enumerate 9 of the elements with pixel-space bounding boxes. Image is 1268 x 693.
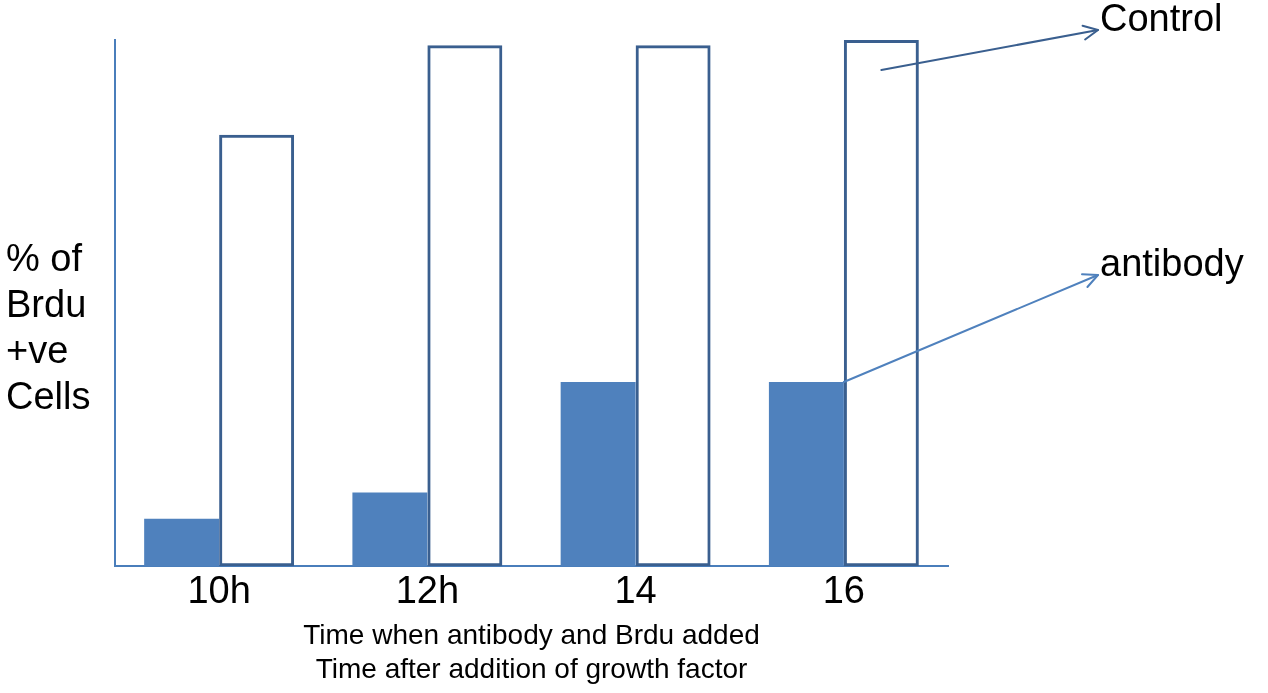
legend-label: antibody <box>1100 242 1244 285</box>
x-tick-label: 14 <box>614 569 657 612</box>
text: Time after addition of growth factor <box>315 652 748 684</box>
x-tick-label: 10h <box>187 569 251 612</box>
x-tick-label: 12h <box>395 569 460 612</box>
x-tick-label: 16 <box>822 569 866 612</box>
legend-label: Control <box>1100 0 1223 40</box>
x-axis-title: Time when antibody and Brdu added <box>303 619 760 651</box>
y-axis-title: % of Brdu +ve Cells <box>6 236 92 419</box>
